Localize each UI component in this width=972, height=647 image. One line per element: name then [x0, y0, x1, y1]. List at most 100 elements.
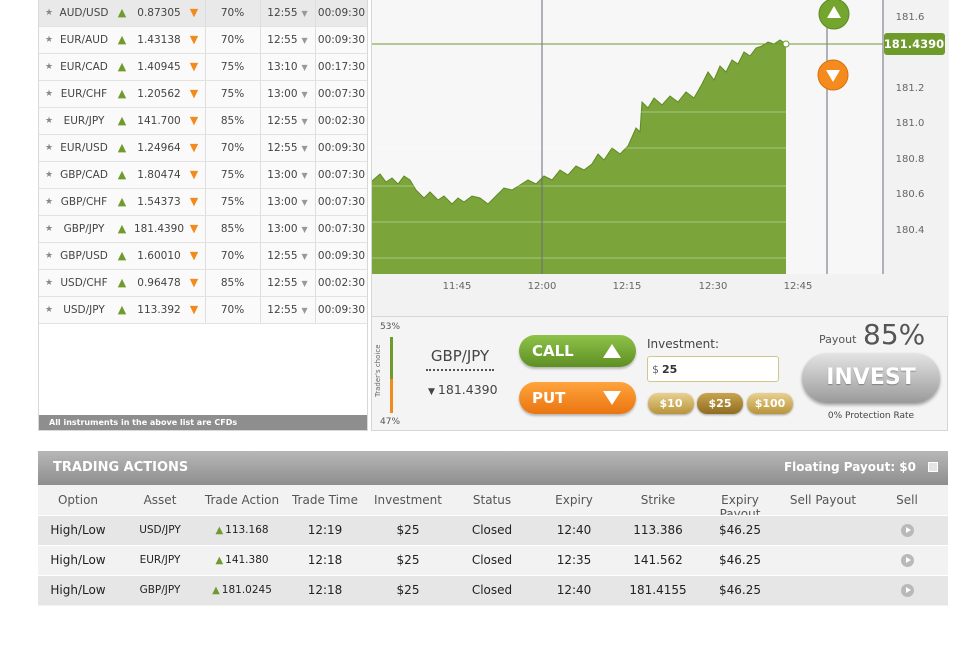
star-icon[interactable]: ★ [44, 116, 54, 126]
column-header: Trade Action [204, 493, 280, 507]
star-icon[interactable]: ★ [44, 62, 54, 72]
arrow-up-icon[interactable]: ▲ [117, 249, 127, 262]
arrow-down-icon[interactable]: ▼ [189, 195, 199, 208]
asset-row[interactable]: ★ USD/CHF ▲ 0.96478 ▼ 85% 12:55 ▼ 00:02:30 [39, 270, 367, 297]
arrow-up-icon[interactable]: ▲ [117, 114, 127, 127]
star-icon[interactable]: ★ [44, 143, 54, 153]
payout-label: Payout [819, 333, 857, 346]
asset-name: USD/CHF [60, 277, 108, 289]
star-icon[interactable]: ★ [44, 305, 54, 315]
asset-expiry-select[interactable]: 12:55 ▼ [260, 243, 314, 269]
cell-value: 12:40 [556, 523, 592, 537]
asset-expiry-select[interactable]: 12:55 ▼ [260, 270, 314, 296]
asset-row[interactable]: ★ GBP/JPY ▲ 181.4390 ▼ 85% 13:00 ▼ 00:07:30 [39, 216, 367, 243]
asset-payout: 85% [205, 216, 259, 242]
asset-price: 1.20562 [137, 88, 181, 100]
asset-row[interactable]: ★ EUR/CHF ▲ 1.20562 ▼ 75% 13:00 ▼ 00:07:30 [39, 81, 367, 108]
arrow-up-icon[interactable]: ▲ [117, 6, 127, 19]
asset-expiry-select[interactable]: 12:55 ▼ [260, 297, 314, 323]
arrow-up-icon[interactable]: ▲ [117, 141, 127, 154]
cell-value: 181.4155 [629, 583, 687, 597]
asset-row[interactable]: ★ GBP/CAD ▲ 1.80474 ▼ 75% 13:00 ▼ 00:07:30 [39, 162, 367, 189]
amount-chip-10[interactable]: $10 [648, 393, 694, 414]
arrow-down-icon[interactable]: ▼ [189, 249, 199, 262]
investment-input[interactable] [662, 360, 772, 378]
asset-expiry-select[interactable]: 12:55 ▼ [260, 27, 314, 53]
arrow-up-icon[interactable]: ▲ [117, 33, 127, 46]
call-button[interactable]: CALL [519, 335, 636, 367]
amount-chip-100[interactable]: $100 [747, 393, 793, 414]
cell-strike: 181.4155 [616, 583, 700, 597]
arrow-up-icon: ▲ [215, 555, 224, 566]
cell-option: High/Low [38, 523, 118, 537]
star-icon[interactable]: ★ [44, 224, 54, 234]
asset-row[interactable]: ★ GBP/USD ▲ 1.60010 ▼ 70% 12:55 ▼ 00:09:30 [39, 243, 367, 270]
star-icon[interactable]: ★ [44, 251, 54, 261]
asset-row[interactable]: ★ EUR/CAD ▲ 1.40945 ▼ 75% 13:10 ▼ 00:17:30 [39, 54, 367, 81]
asset-row[interactable]: ★ EUR/JPY ▲ 141.700 ▼ 85% 12:55 ▼ 00:02:30 [39, 108, 367, 135]
arrow-up-icon[interactable]: ▲ [117, 222, 127, 235]
star-icon[interactable]: ★ [44, 278, 54, 288]
star-icon[interactable]: ★ [44, 197, 54, 207]
arrow-down-icon[interactable]: ▼ [189, 303, 199, 316]
star-icon[interactable]: ★ [44, 35, 54, 45]
arrow-up-icon[interactable]: ▲ [117, 303, 127, 316]
asset-expiry-select[interactable]: 12:55 ▼ [260, 108, 314, 134]
cell-expiry-payout: $46.25 [702, 553, 778, 567]
star-icon[interactable]: ★ [44, 89, 54, 99]
cell-value: 12:18 [307, 553, 343, 567]
arrow-up-icon[interactable]: ▲ [117, 60, 127, 73]
window-icon[interactable] [928, 462, 938, 472]
asset-price: 1.80474 [137, 169, 181, 181]
asset-row[interactable]: ★ EUR/USD ▲ 1.24964 ▼ 70% 12:55 ▼ 00:09:30 [39, 135, 367, 162]
arrow-down-icon[interactable]: ▼ [189, 141, 199, 154]
table-row: High/Low USD/JPY ▲ 113.168 12:19 $25 Closed 12:… [38, 515, 948, 545]
arrow-down-icon[interactable]: ▼ [189, 60, 199, 73]
asset-row[interactable]: ★ GBP/CHF ▲ 1.54373 ▼ 75% 13:00 ▼ 00:07:30 [39, 189, 367, 216]
selected-asset-name[interactable]: GBP/JPY [426, 347, 494, 371]
arrow-down-icon[interactable]: ▼ [189, 222, 199, 235]
asset-expiry-select[interactable]: 13:00 ▼ [260, 216, 314, 242]
y-tick-label: 181.6 [896, 12, 925, 23]
arrow-down-icon[interactable]: ▼ [189, 6, 199, 19]
arrow-down-icon[interactable]: ▼ [189, 114, 199, 127]
chevron-down-icon: ▼ [301, 117, 308, 126]
cell-value: $46.25 [719, 553, 761, 567]
arrow-up-icon[interactable]: ▲ [117, 195, 127, 208]
put-button[interactable]: PUT [519, 382, 636, 414]
cell-value: $25 [396, 553, 420, 567]
asset-name: GBP/CAD [60, 169, 108, 181]
asset-expiry-select[interactable]: 13:00 ▼ [260, 81, 314, 107]
cell-action: ▲ 141.380 [200, 554, 284, 566]
star-icon[interactable]: ★ [44, 8, 54, 18]
asset-row[interactable]: ★ EUR/AUD ▲ 1.43138 ▼ 70% 12:55 ▼ 00:09:30 [39, 27, 367, 54]
y-tick-label: 181.0 [896, 118, 925, 129]
arrow-up-icon[interactable]: ▲ [117, 168, 127, 181]
asset-expiry: 12:55 [267, 142, 298, 154]
amount-chip-25[interactable]: $25 [697, 393, 743, 414]
current-price-marker [782, 40, 790, 48]
asset-expiry-select[interactable]: 13:00 ▼ [260, 189, 314, 215]
arrow-down-icon[interactable]: ▼ [189, 33, 199, 46]
star-icon[interactable]: ★ [44, 170, 54, 180]
asset-row[interactable]: ★ AUD/USD ▲ 0.87305 ▼ 70% 12:55 ▼ 00:09:30 [39, 0, 367, 27]
cell-action: ▲ 181.0245 [200, 584, 284, 596]
price-down-icon: ▼ [428, 387, 435, 397]
cell-time: 12:18 [286, 553, 364, 567]
play-icon[interactable] [901, 584, 914, 597]
invest-button[interactable]: INVEST [802, 353, 940, 403]
arrow-down-icon[interactable]: ▼ [189, 168, 199, 181]
arrow-up-icon[interactable]: ▲ [117, 87, 127, 100]
arrow-up-icon[interactable]: ▲ [117, 276, 127, 289]
asset-expiry-select[interactable]: 12:55 ▼ [260, 135, 314, 161]
asset-row[interactable]: ★ USD/JPY ▲ 113.392 ▼ 70% 12:55 ▼ 00:09:30 [39, 297, 367, 324]
arrow-down-icon[interactable]: ▼ [189, 87, 199, 100]
asset-expiry-select[interactable]: 13:10 ▼ [260, 54, 314, 80]
asset-expiry-select[interactable]: 13:00 ▼ [260, 162, 314, 188]
play-icon[interactable] [901, 524, 914, 537]
arrow-down-icon[interactable]: ▼ [189, 276, 199, 289]
investment-field[interactable]: $ [647, 356, 779, 382]
y-tick-label: 180.8 [896, 154, 925, 165]
asset-expiry-select[interactable]: 12:55 ▼ [260, 0, 314, 26]
play-icon[interactable] [901, 554, 914, 567]
